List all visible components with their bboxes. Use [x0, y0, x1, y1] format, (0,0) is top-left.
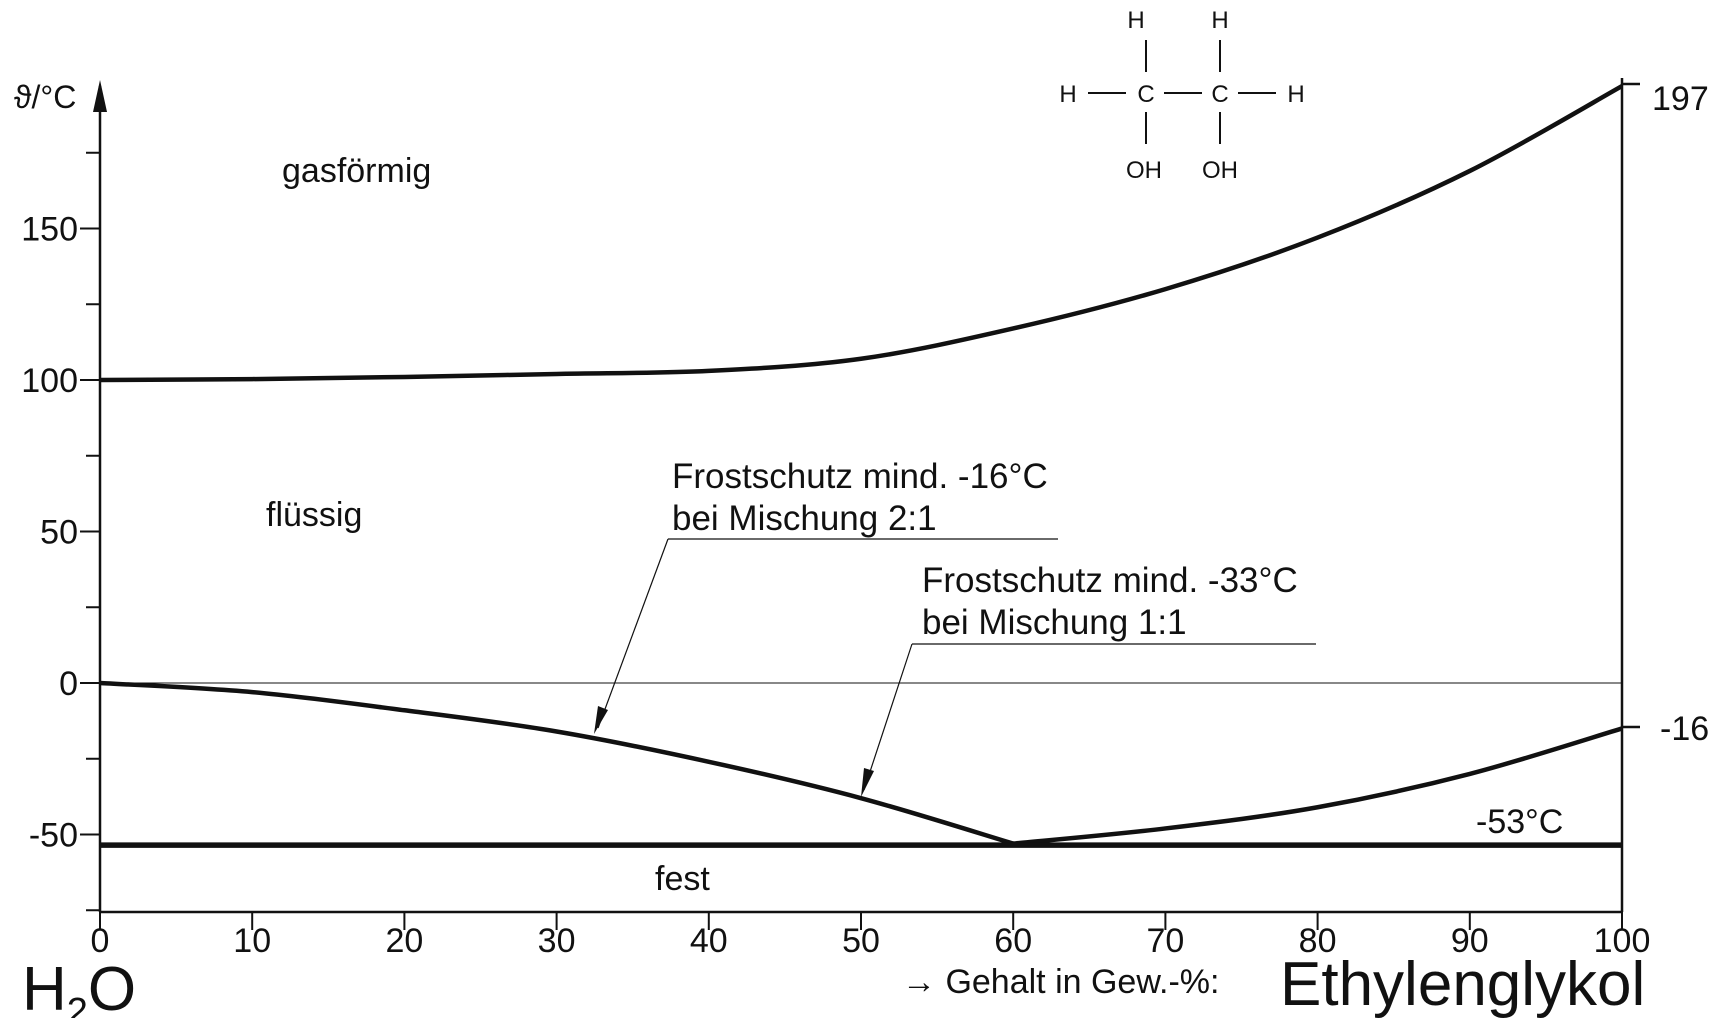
region-liquid-label: flüssig	[266, 496, 362, 534]
x-tick-label: 10	[233, 922, 271, 960]
formula-h-right: H	[1287, 81, 1304, 108]
formula-h-left: H	[1059, 81, 1076, 108]
formula-h-top-2: H	[1211, 7, 1228, 34]
y-tick-label: -50	[29, 817, 78, 855]
ethylene-glycol-structure: H H H C C H OH OH	[1059, 7, 1304, 184]
frost1-leader	[598, 539, 668, 728]
frost2-arrowhead	[861, 768, 874, 797]
frost1-line2: bei Mischung 2:1	[672, 499, 937, 538]
y-axis-title: ϑ/°C	[14, 79, 76, 115]
right-tick-label-16: -16	[1660, 710, 1709, 748]
frost2-line1: Frostschutz mind. -33°C	[922, 561, 1298, 600]
formula-oh-2: OH	[1202, 157, 1238, 184]
formula-c-1: C	[1137, 81, 1154, 108]
region-solid-label: fest	[655, 860, 710, 898]
ethylenglykol-label: Ethylenglykol	[1280, 950, 1645, 1018]
frost1-arrowhead	[594, 706, 608, 734]
formula-oh-1: OH	[1126, 157, 1162, 184]
y-axis-arrow	[93, 80, 107, 112]
region-gas-label: gasförmig	[282, 152, 431, 190]
eutectic-label: -53°C	[1476, 803, 1563, 841]
x-tick-label: 70	[1146, 922, 1184, 960]
boiling-curve	[100, 86, 1622, 380]
right-tick-label-197: 197	[1652, 80, 1709, 118]
formula-c-2: C	[1211, 81, 1228, 108]
formula-h-top-1: H	[1127, 7, 1144, 34]
x-tick-label: 20	[385, 922, 423, 960]
y-tick-label: 150	[21, 211, 78, 249]
frost1-line1: Frostschutz mind. -16°C	[672, 457, 1048, 496]
y-tick-label: 100	[21, 362, 78, 400]
x-axis-title: → Gehalt in Gew.-%:	[902, 963, 1219, 1001]
x-tick-label: 60	[994, 922, 1032, 960]
frost2-line2: bei Mischung 1:1	[922, 603, 1187, 642]
y-tick-label: 0	[59, 665, 78, 703]
x-tick-label: 30	[538, 922, 576, 960]
water-label: H2O	[22, 955, 136, 1018]
frost2-leader	[864, 644, 912, 790]
x-tick-label: 40	[690, 922, 728, 960]
x-tick-label: 50	[842, 922, 880, 960]
y-tick-label: 50	[40, 514, 78, 552]
freezing-curve-water-side	[100, 683, 1013, 844]
